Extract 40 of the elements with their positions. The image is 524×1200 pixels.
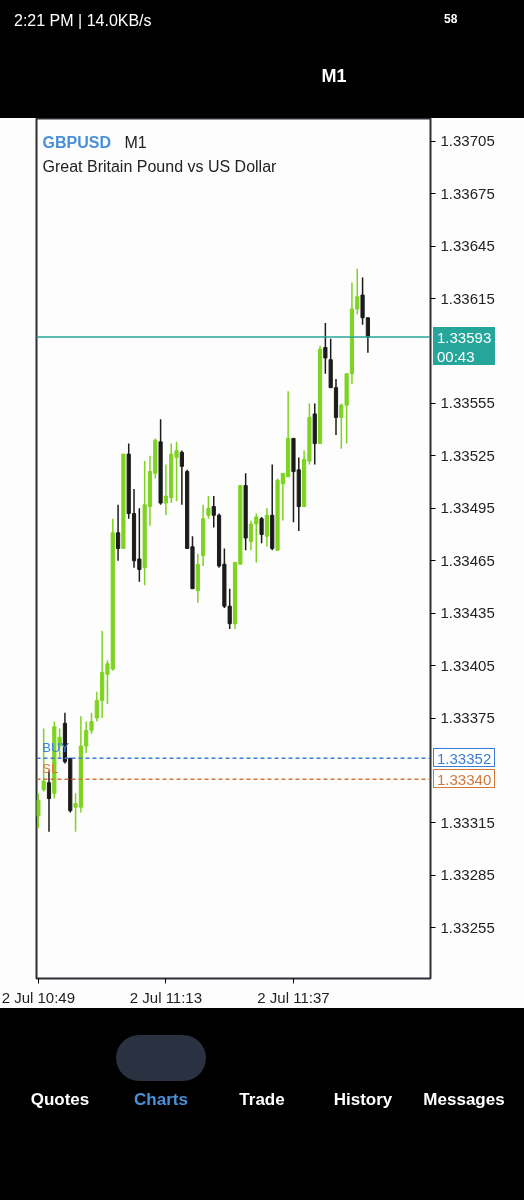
candlestick	[323, 322, 328, 375]
text: Trade	[239, 1089, 285, 1111]
y-tick-label: 1.33555	[440, 394, 495, 412]
candlestick	[259, 516, 264, 545]
text: GBPUSD	[42, 133, 111, 151]
candlestick	[264, 507, 269, 548]
y-tick-label: 1.33525	[440, 446, 495, 464]
annotation: M1	[124, 133, 147, 151]
y-tick-label: 1.33645	[440, 237, 495, 255]
y-tick-label: 1.33465	[440, 551, 495, 569]
x-tick-label: 2 Jul 10:49	[1, 988, 76, 1006]
y-tick-label: 1.33615	[440, 289, 495, 307]
candlestick	[206, 495, 211, 520]
candlestick	[179, 449, 184, 506]
y-tick-label: 1.33495	[440, 499, 495, 517]
y-tick-label: 1.33315	[440, 813, 495, 831]
text: Quotes	[30, 1089, 90, 1111]
annotation: BUY	[42, 740, 70, 756]
ref-line-label: 1.33340	[433, 769, 496, 789]
annotation: SL	[42, 761, 59, 777]
y-tick-label: 1.33405	[440, 656, 495, 674]
text: Charts	[134, 1089, 188, 1111]
candlestick	[36, 792, 41, 829]
y-tick-label: 1.33675	[440, 184, 495, 202]
ref-line-label: 1.33352	[433, 748, 496, 768]
y-tick-label: 1.33285	[440, 866, 495, 884]
text: 2:21 PM | 14.0KB/s	[14, 11, 152, 31]
x-tick-label: 2 Jul 11:37	[257, 988, 330, 1006]
y-tick-label: 1.33375	[440, 709, 495, 727]
text: Messages	[423, 1089, 505, 1111]
y-tick-label: 1.33255	[440, 918, 495, 936]
text: Great Britain Pound vs US Dollar	[42, 157, 278, 175]
text: M1	[321, 65, 347, 88]
y-tick-label: 1.33705	[440, 132, 495, 150]
candlestick	[115, 504, 121, 562]
x-tick-label: 2 Jul 11:13	[129, 988, 203, 1006]
y-tick-label: 1.33435	[440, 604, 495, 622]
text: History	[333, 1089, 393, 1111]
ref-line-label: 1.33593 00:43	[433, 327, 496, 365]
text: 58	[444, 11, 458, 28]
